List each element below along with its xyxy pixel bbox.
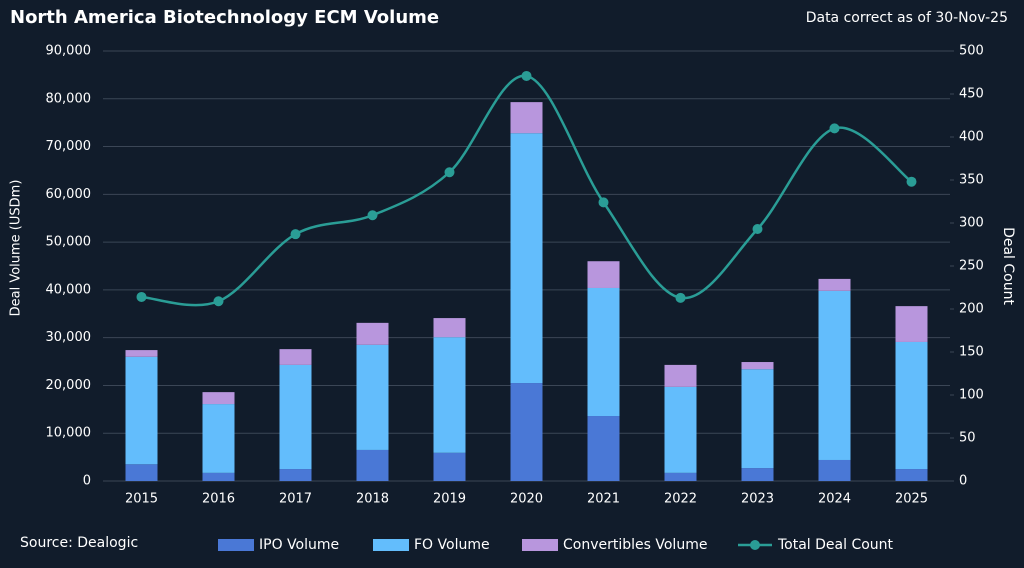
y-tick-label: 60,000 [46,187,92,202]
bar-segment [818,290,851,460]
y2-tick-label: 500 [959,44,984,59]
line-marker [444,167,455,178]
x-tick-label: 2023 [741,492,774,507]
legend-label: Convertibles Volume [563,537,707,553]
line-marker [752,224,763,235]
line-marker [906,176,917,187]
bar-segment [818,278,851,291]
y2-tick-label: 450 [959,87,984,102]
legend-label: IPO Volume [259,537,339,553]
legend-swatch [522,539,558,551]
bar-segment [433,318,466,338]
bar-segment [433,337,466,453]
y2-tick-label: 200 [959,302,984,317]
legend-label: Total Deal Count [777,537,894,553]
legend-swatch [218,539,254,551]
bar-segment [125,356,158,465]
y-tick-label: 20,000 [46,378,92,393]
bar-segment [356,449,389,481]
bar-segment [202,404,235,473]
x-tick-label: 2021 [587,492,620,507]
bar-segment [664,386,697,473]
bar-segment [895,306,928,342]
y2-tick-label: 100 [959,388,984,403]
y-tick-label: 80,000 [46,91,92,106]
x-tick-label: 2016 [202,492,235,507]
bar-segment [587,287,620,417]
x-tick-label: 2024 [818,492,851,507]
y-tick-label: 0 [83,474,91,489]
line-marker [829,123,840,134]
bar-segment [895,341,928,470]
line-marker [290,229,301,240]
x-tick-label: 2019 [433,492,466,507]
bar-segment [279,364,312,470]
bar-segment [279,469,312,481]
chart-subtitle: Data correct as of 30-Nov-25 [806,10,1008,26]
bar-segment [510,133,543,384]
line-marker [213,296,224,307]
bar-segment [664,472,697,481]
y2-tick-label: 400 [959,130,984,145]
y-tick-label: 40,000 [46,282,92,297]
legend-label: FO Volume [414,537,490,553]
x-tick-label: 2022 [664,492,697,507]
line [141,74,913,307]
bar-segment [741,369,774,469]
bar-segment [510,102,543,134]
bar-segment [587,261,620,288]
bar-segment [895,469,928,481]
y2-tick-label: 50 [959,431,976,446]
legend-swatch [373,539,409,551]
bar-segment [664,364,697,387]
bar-segment [356,344,389,450]
bar-segment [510,383,543,481]
y2-tick-label: 250 [959,259,984,274]
x-tick-label: 2015 [125,492,158,507]
line-marker [675,292,686,303]
bar-segment [587,416,620,481]
y-tick-label: 50,000 [46,235,92,250]
bar-segment [202,472,235,481]
line-marker [598,197,609,208]
bar-segment [741,468,774,481]
x-tick-label: 2017 [279,492,312,507]
y-tick-label: 30,000 [46,330,92,345]
bar-segment [202,392,235,405]
source-note: Source: Dealogic [20,535,138,551]
line-marker [367,210,378,221]
line-marker [136,291,147,302]
bar-segment [741,362,774,370]
bar-segment [356,322,389,345]
y2-axis-title: Deal Count [1000,227,1016,305]
bar-segment [818,459,851,481]
bar-segment [125,350,158,357]
y-tick-label: 10,000 [46,426,92,441]
bar-segment [279,349,312,365]
bar-segment [433,452,466,481]
legend-swatch [750,540,760,550]
y-axis-title: Deal Volume (USDm) [9,180,24,317]
y2-tick-label: 300 [959,216,984,231]
y-tick-label: 70,000 [46,139,92,154]
chart-title: North America Biotechnology ECM Volume [10,7,439,28]
x-tick-label: 2020 [510,492,543,507]
bar-segment [125,464,158,481]
y2-tick-label: 150 [959,345,984,360]
x-tick-label: 2018 [356,492,389,507]
line-marker [521,70,532,81]
y2-tick-label: 0 [959,474,967,489]
y-tick-label: 90,000 [46,44,92,59]
y2-tick-label: 350 [959,173,984,188]
x-tick-label: 2025 [895,492,928,507]
